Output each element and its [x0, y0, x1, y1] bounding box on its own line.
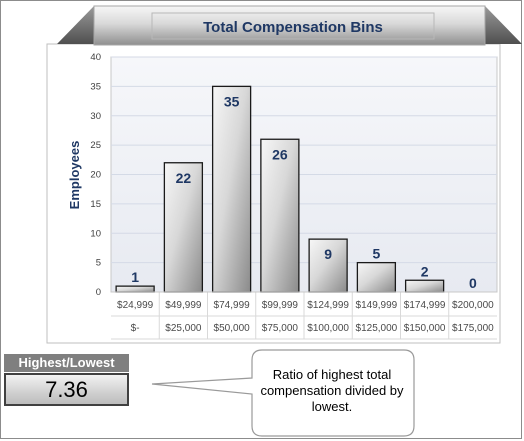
- y-tick-label: 30: [90, 111, 101, 122]
- x-category-upper: $24,999: [117, 300, 154, 311]
- bar: [356, 261, 397, 293]
- bar: [163, 162, 204, 293]
- y-axis-ticks: 0 5 10 15 20 25 30 35 40: [90, 52, 101, 298]
- x-category-lower: $-: [131, 323, 140, 334]
- y-tick-label: 35: [90, 81, 101, 92]
- ratio-value: 7.36: [45, 377, 88, 402]
- banner-right-wing: [485, 6, 522, 44]
- bar: [260, 138, 300, 293]
- y-tick-label: 20: [90, 170, 101, 181]
- data-label: 0: [469, 275, 477, 291]
- y-tick-label: 10: [90, 228, 101, 239]
- bar: [404, 279, 445, 293]
- banner-left-wing: [57, 6, 94, 44]
- x-category-upper: $74,999: [214, 300, 251, 311]
- y-tick-label: 0: [96, 287, 101, 298]
- data-label: 9: [324, 246, 332, 262]
- ratio-label: Highest/Lowest: [4, 354, 129, 372]
- callout-text: Ratio of highest total compensation divi…: [260, 367, 404, 414]
- data-label: 35: [224, 93, 240, 109]
- x-category-upper: $49,999: [165, 300, 202, 311]
- x-category-lower: $25,000: [165, 323, 202, 334]
- bars: [115, 85, 445, 293]
- x-category-upper: $99,999: [262, 300, 299, 311]
- ratio-value-box: 7.36: [4, 373, 129, 406]
- x-category-lower: $150,000: [404, 323, 446, 334]
- x-category-lower: $75,000: [262, 323, 299, 334]
- bar: [211, 85, 252, 293]
- y-tick-label: 15: [90, 199, 101, 210]
- data-labels: 1 22 35 26 9 5 2 0: [131, 93, 477, 291]
- chart-title: Total Compensation Bins: [203, 19, 383, 36]
- data-label: 5: [372, 246, 380, 262]
- data-label: 22: [176, 170, 192, 186]
- bar: [115, 285, 155, 293]
- x-category-upper: $124,999: [307, 300, 349, 311]
- x-category-lower: $50,000: [214, 323, 251, 334]
- y-axis-label: Employees: [67, 141, 82, 210]
- x-category-upper: $200,000: [452, 300, 494, 311]
- bar: [308, 238, 348, 293]
- x-category-lower: $100,000: [307, 323, 349, 334]
- y-tick-label: 5: [96, 258, 101, 269]
- y-tick-label: 40: [90, 52, 101, 63]
- data-label: 1: [131, 269, 139, 285]
- callout-bubble: [151, 349, 415, 437]
- data-label: 26: [272, 146, 288, 162]
- x-category-lower: $125,000: [356, 323, 398, 334]
- y-tick-label: 25: [90, 140, 101, 151]
- title-inner-box: [151, 12, 435, 40]
- ratio-stat: Highest/Lowest 7.36: [4, 354, 129, 407]
- x-category-lower: $175,000: [452, 323, 494, 334]
- x-category-upper: $174,999: [404, 300, 446, 311]
- x-category-upper: $149,999: [356, 300, 398, 311]
- data-label: 2: [421, 263, 429, 279]
